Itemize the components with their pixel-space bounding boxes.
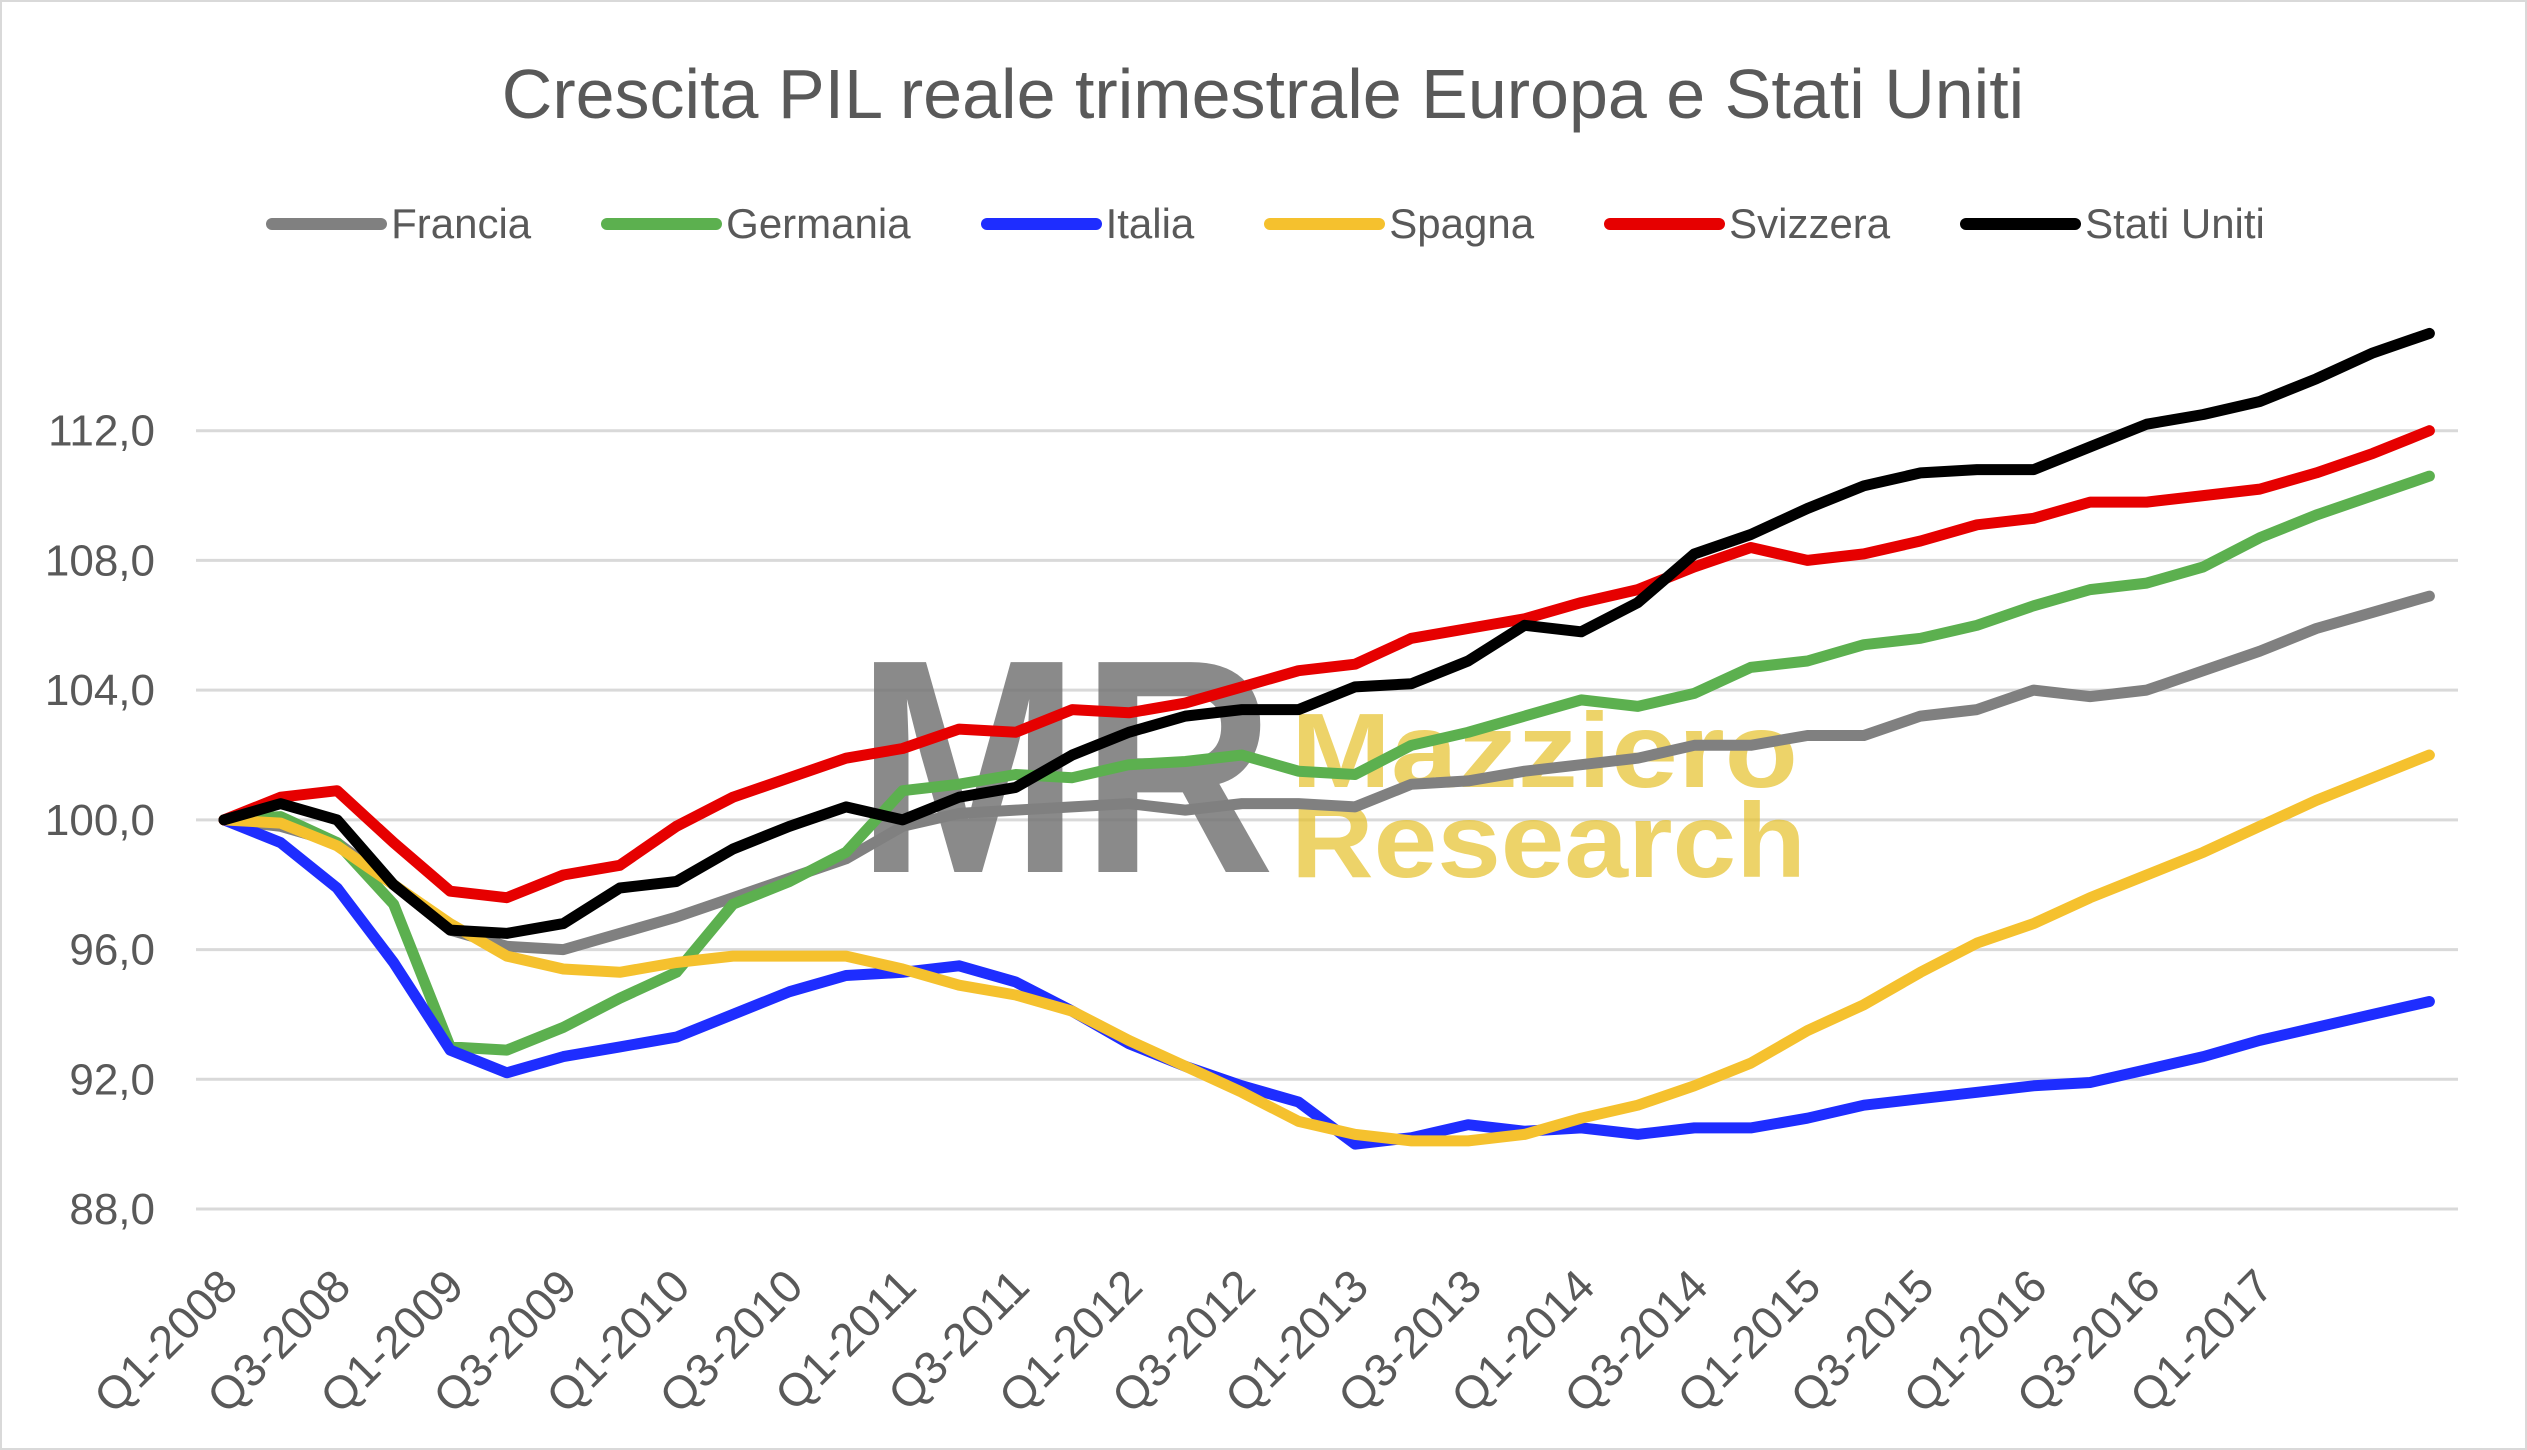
legend-label: Svizzera bbox=[1729, 200, 1891, 247]
legend-label: Germania bbox=[726, 200, 911, 247]
y-tick-label: 104,0 bbox=[45, 666, 155, 715]
y-axis-tick-labels: 88,0 92,0 96,0 100,0 104,0 108,0 112,0 bbox=[45, 407, 155, 1234]
legend-item-italia: Italia bbox=[980, 200, 1195, 248]
y-tick-label: 96,0 bbox=[69, 926, 155, 975]
legend-label: Italia bbox=[1105, 200, 1195, 247]
legend-swatch bbox=[601, 218, 723, 230]
series-line-germania bbox=[218, 470, 2435, 1056]
y-tick-label: 100,0 bbox=[45, 796, 155, 845]
legend-item-francia: Francia bbox=[266, 200, 531, 248]
legend-label: Francia bbox=[391, 200, 532, 247]
legend-item-spagna: Spagna bbox=[1264, 200, 1534, 248]
legend-swatch bbox=[980, 218, 1102, 230]
legend-item-stati-uniti: Stati Uniti bbox=[1960, 200, 2265, 248]
series-line-svizzera bbox=[218, 425, 2435, 904]
y-tick-label: 92,0 bbox=[69, 1055, 155, 1104]
y-tick-label: 112,0 bbox=[48, 407, 155, 456]
series-line-spagna bbox=[218, 749, 2435, 1147]
chart-title: Crescita PIL reale trimestrale Europa e … bbox=[502, 55, 2024, 133]
legend-swatch bbox=[1264, 218, 1386, 230]
legend-item-svizzera: Svizzera bbox=[1604, 200, 1890, 248]
legend-label: Spagna bbox=[1389, 200, 1535, 247]
x-axis-tick-labels: Q1-2008Q3-2008Q1-2009Q3-2009Q1-2010Q3-20… bbox=[84, 1259, 2283, 1422]
legend-item-germania: Germania bbox=[601, 200, 911, 248]
series-line-francia bbox=[218, 590, 2435, 956]
series-lines bbox=[218, 327, 2435, 1150]
legend-swatch bbox=[1960, 218, 2082, 230]
series-line-stati-uniti bbox=[218, 327, 2435, 939]
legend-swatch bbox=[266, 218, 388, 230]
watermark-logo: MR Mazziero Research bbox=[856, 596, 1806, 937]
legend-swatch bbox=[1604, 218, 1726, 230]
y-tick-label: 88,0 bbox=[69, 1185, 155, 1234]
legend-label: Stati Uniti bbox=[2085, 200, 2265, 247]
legend: Francia Germania Italia Spagna Svizzera Stati… bbox=[2, 200, 2525, 248]
y-tick-label: 108,0 bbox=[45, 536, 155, 585]
watermark-mark: MR bbox=[856, 596, 1275, 937]
